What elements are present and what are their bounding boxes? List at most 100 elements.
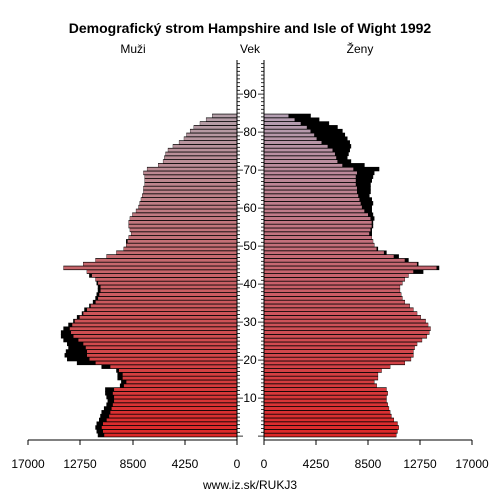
female-bar-fill-age-84 xyxy=(264,114,289,118)
male-bar-fill-age-23 xyxy=(85,346,238,350)
female-bar-fill-age-14 xyxy=(264,380,375,384)
male-bar-fill-age-38 xyxy=(100,289,237,293)
female-bar-fill-age-37 xyxy=(264,293,402,296)
male-bar-fill-age-65 xyxy=(143,186,237,190)
male-bar-fill-age-11 xyxy=(112,391,237,395)
age-tick-label-60: 60 xyxy=(243,201,257,215)
female-bar-fill-age-29 xyxy=(264,323,428,327)
female-bar-fill-age-46 xyxy=(264,258,405,262)
female-bar-fill-age-20 xyxy=(264,357,411,361)
female-bar-fill-age-40 xyxy=(264,281,403,285)
male-bar-fill-age-60 xyxy=(138,205,237,209)
male-bar-fill-age-42 xyxy=(91,274,237,277)
age-tick-label-30: 30 xyxy=(243,315,257,329)
male-bar-fill-age-79 xyxy=(186,133,237,137)
female-bar-fill-age-18 xyxy=(264,365,391,369)
female-bar-fill-age-71 xyxy=(264,163,343,167)
male-bar-fill-age-53 xyxy=(131,232,237,236)
female-bar-fill-age-68 xyxy=(264,175,356,179)
male-bar-fill-age-35 xyxy=(95,300,237,304)
x-tick-label-right-0: 0 xyxy=(261,457,268,471)
female-bar-fill-age-7 xyxy=(264,407,389,410)
male-bar-fill-age-45 xyxy=(83,262,237,266)
male-bar-fill-age-10 xyxy=(114,395,237,399)
male-bar-fill-age-29 xyxy=(72,323,238,327)
age-tick-label-50: 50 xyxy=(243,239,257,253)
female-bar-fill-age-55 xyxy=(264,224,372,228)
female-bar-fill-age-33 xyxy=(264,308,414,312)
female-bar-fill-age-32 xyxy=(264,312,417,315)
female-bar-fill-age-81 xyxy=(264,125,307,129)
male-bar-fill-age-24 xyxy=(83,342,237,346)
female-bar-fill-age-26 xyxy=(264,334,427,338)
male-bar-fill-age-41 xyxy=(95,277,237,281)
male-bar-fill-age-37 xyxy=(99,293,238,296)
female-bar-fill-age-78 xyxy=(264,137,317,141)
female-bar-fill-age-57 xyxy=(264,217,371,220)
male-bar-fill-age-61 xyxy=(139,201,237,205)
female-bar-fill-age-79 xyxy=(264,133,315,137)
age-tick-label-90: 90 xyxy=(243,87,257,101)
male-bar-fill-age-33 xyxy=(87,308,237,312)
female-bar-fill-age-9 xyxy=(264,399,387,403)
male-bar-fill-age-70 xyxy=(147,167,237,171)
male-bar-fill-age-62 xyxy=(141,198,237,201)
male-bar-fill-age-8 xyxy=(112,403,237,407)
male-bar-fill-age-39 xyxy=(100,285,237,289)
male-bar-fill-age-28 xyxy=(69,327,237,331)
female-bar-fill-age-34 xyxy=(264,304,410,308)
male-bar-fill-age-20 xyxy=(89,357,238,361)
male-bar-fill-age-0 xyxy=(104,433,237,437)
female-bar-fill-age-73 xyxy=(264,156,337,160)
male-bar-fill-age-22 xyxy=(87,350,237,353)
female-bar-fill-age-51 xyxy=(264,239,373,243)
female-bar-fill-age-36 xyxy=(264,296,403,300)
female-bar-fill-age-67 xyxy=(264,179,356,182)
male-bar-fill-age-82 xyxy=(200,122,237,125)
female-bar-fill-age-38 xyxy=(264,289,400,293)
axes xyxy=(27,60,473,445)
x-tick-label-left-0: 17000 xyxy=(11,457,45,471)
female-bar-fill-age-80 xyxy=(264,129,311,133)
male-bar-fill-age-30 xyxy=(74,319,237,323)
male-bar-fill-age-12 xyxy=(114,388,237,391)
male-bar-fill-age-52 xyxy=(128,236,237,239)
left-series-label: Muži xyxy=(120,42,145,56)
female-bar-fill-age-66 xyxy=(264,182,356,186)
male-bar-fill-age-18 xyxy=(110,365,237,369)
female-bar-fill-age-1 xyxy=(264,429,398,433)
female-bar-fill-age-53 xyxy=(264,232,370,236)
male-bar-fill-age-77 xyxy=(179,141,237,144)
female-bar-fill-age-30 xyxy=(264,319,426,323)
source-label: www.iz.sk/RUKJ3 xyxy=(202,478,297,492)
x-tick-label-left-4: 0 xyxy=(234,457,241,471)
female-bar-fill-age-23 xyxy=(264,346,415,350)
female-bar-fill-age-42 xyxy=(264,274,409,277)
x-tick-label-left-2: 8500 xyxy=(120,457,147,471)
female-bar-fill-age-5 xyxy=(264,414,392,418)
male-bar-fill-age-44 xyxy=(63,266,238,270)
female-bar-fill-age-3 xyxy=(264,422,398,426)
female-bar-fill-age-77 xyxy=(264,141,322,144)
male-bar-fill-age-78 xyxy=(184,137,237,141)
female-bar-fill-age-75 xyxy=(264,148,333,152)
male-bar-fill-age-71 xyxy=(158,163,237,167)
age-tick-label-80: 80 xyxy=(243,125,257,139)
male-bar-fill-age-5 xyxy=(109,414,237,418)
x-tick-label-right-2: 8500 xyxy=(355,457,382,471)
male-bar-fill-age-19 xyxy=(95,361,237,365)
female-bar-fill-age-69 xyxy=(264,171,357,175)
male-bar-fill-age-84 xyxy=(212,114,237,118)
female-bar-fill-age-62 xyxy=(264,198,360,201)
female-bar-fill-age-4 xyxy=(264,418,394,422)
male-bar-fill-age-36 xyxy=(98,296,237,300)
female-bar-fill-age-70 xyxy=(264,167,354,171)
male-bar-fill-age-27 xyxy=(71,331,237,334)
female-bar-fill-age-54 xyxy=(264,228,371,232)
female-bar-fill-age-25 xyxy=(264,338,422,342)
female-bar-fill-age-74 xyxy=(264,152,335,156)
female-bar-fill-age-35 xyxy=(264,300,405,304)
male-bar-fill-age-14 xyxy=(126,380,237,384)
female-bar-fill-age-39 xyxy=(264,285,400,289)
female-bar-fill-age-31 xyxy=(264,315,421,319)
